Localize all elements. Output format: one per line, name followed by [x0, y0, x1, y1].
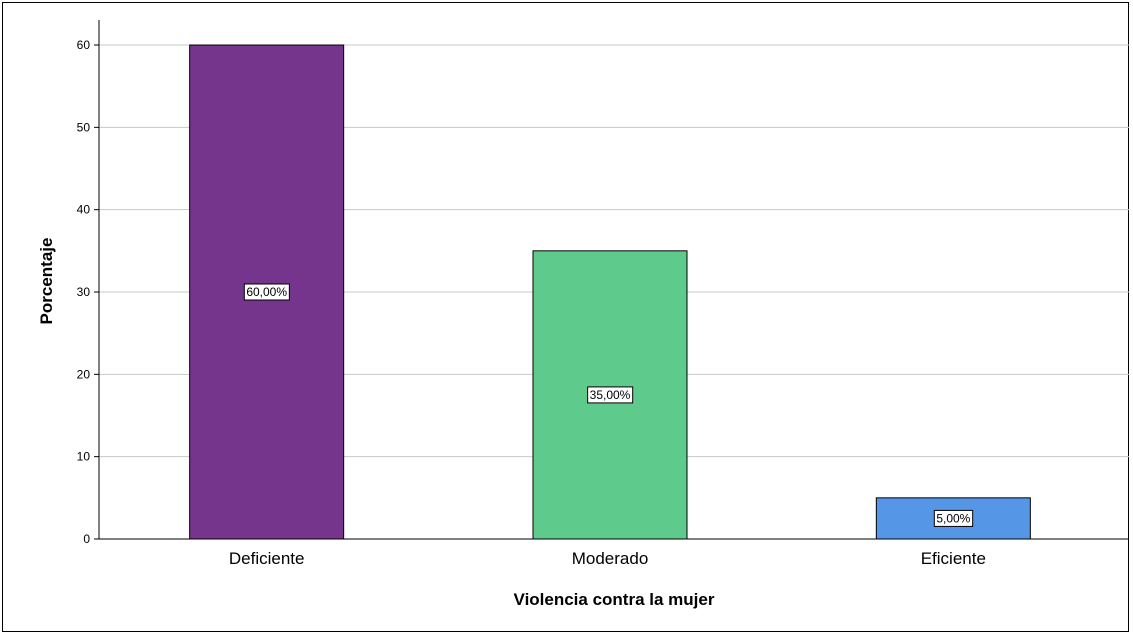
- y-axis-title: Porcentaje: [37, 238, 56, 325]
- data-label-text: 35,00%: [590, 388, 631, 402]
- y-tick-label: 40: [77, 203, 91, 217]
- y-tick-label: 0: [83, 532, 90, 546]
- y-tick-label: 20: [77, 367, 91, 381]
- data-label-box: [587, 386, 634, 404]
- y-tick-label: 10: [77, 450, 91, 464]
- x-tick-label: Eficiente: [921, 549, 986, 568]
- bar-chart: 0 10 20 30 40 50 60 Deficiente Moderado Eficient…: [37, 20, 1129, 609]
- axes: [94, 20, 1129, 540]
- x-tick-label: Moderado: [572, 549, 649, 568]
- data-label-text: 60,00%: [246, 285, 287, 299]
- data-labels: 60,00% 35,00% 5,00%: [243, 283, 974, 527]
- x-axis-title: Violencia contra la mujer: [514, 590, 715, 609]
- data-label-text: 5,00%: [936, 511, 970, 525]
- y-tick-label: 50: [77, 120, 91, 134]
- x-tick-labels: Deficiente Moderado Eficiente: [229, 549, 986, 568]
- y-tick-label: 60: [77, 38, 91, 52]
- x-tick-label: Deficiente: [229, 549, 305, 568]
- data-label-deficiente: 60,00%: [243, 283, 290, 301]
- data-label-eficiente: 5,00%: [933, 509, 974, 527]
- y-tick-labels: 0 10 20 30 40 50 60: [77, 38, 91, 546]
- data-label-moderado: 35,00%: [587, 386, 634, 404]
- data-label-box: [243, 283, 290, 301]
- data-label-box: [933, 509, 974, 527]
- y-tick-label: 30: [77, 285, 91, 299]
